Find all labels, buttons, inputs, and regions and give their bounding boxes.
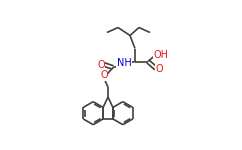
Text: O: O [97, 60, 105, 69]
Text: O: O [100, 70, 108, 81]
Text: OH: OH [153, 50, 168, 60]
Text: O: O [155, 64, 163, 75]
Text: NH: NH [117, 58, 131, 69]
